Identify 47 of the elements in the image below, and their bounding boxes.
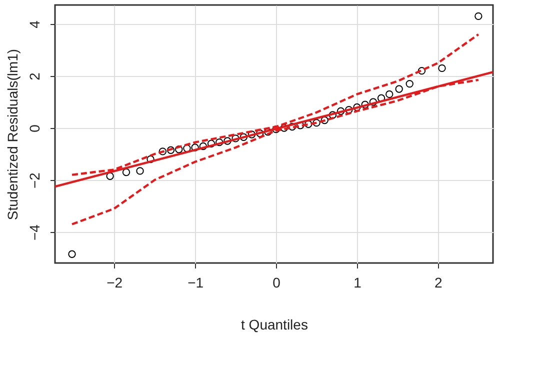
- x-tick-label: 2: [434, 274, 443, 290]
- point: [328, 111, 337, 119]
- point: [386, 90, 394, 98]
- point: [438, 64, 446, 72]
- y-tick-label: −2: [26, 172, 42, 189]
- point: [215, 138, 224, 146]
- point: [183, 144, 191, 152]
- point: [353, 103, 361, 112]
- point: [224, 137, 232, 145]
- point: [320, 116, 328, 124]
- x-axis-title: t Quantiles: [241, 316, 308, 332]
- point: [175, 145, 183, 154]
- point: [68, 250, 76, 258]
- point: [106, 172, 114, 180]
- point: [312, 118, 320, 127]
- point: [199, 142, 208, 150]
- point: [146, 155, 154, 164]
- point: [336, 107, 345, 115]
- y-tick-label: 2: [26, 72, 42, 80]
- point: [369, 98, 378, 106]
- y-tick-label: 0: [26, 124, 42, 132]
- y-tick-label: −4: [26, 224, 42, 241]
- point: [288, 122, 296, 131]
- x-tick-label: −2: [106, 274, 123, 290]
- point: [122, 168, 130, 176]
- point: [395, 85, 403, 93]
- point: [304, 120, 312, 128]
- point: [207, 140, 216, 148]
- x-tick-label: 0: [272, 274, 281, 290]
- point: [248, 130, 256, 138]
- point: [158, 148, 167, 156]
- y-axis-title: Studentized Residuals(lm1): [4, 48, 20, 220]
- y-tick-label: 4: [26, 20, 42, 28]
- point: [240, 133, 248, 141]
- point: [280, 124, 288, 132]
- x-tick-label: −1: [188, 274, 204, 290]
- point: [136, 167, 144, 175]
- point: [166, 146, 175, 154]
- point: [345, 106, 353, 114]
- point: [406, 80, 414, 88]
- point: [361, 100, 369, 108]
- point: [191, 144, 199, 152]
- point: [418, 66, 426, 75]
- x-tick-label: 1: [354, 274, 362, 290]
- point: [377, 94, 386, 102]
- point: [474, 12, 482, 20]
- point: [232, 134, 240, 142]
